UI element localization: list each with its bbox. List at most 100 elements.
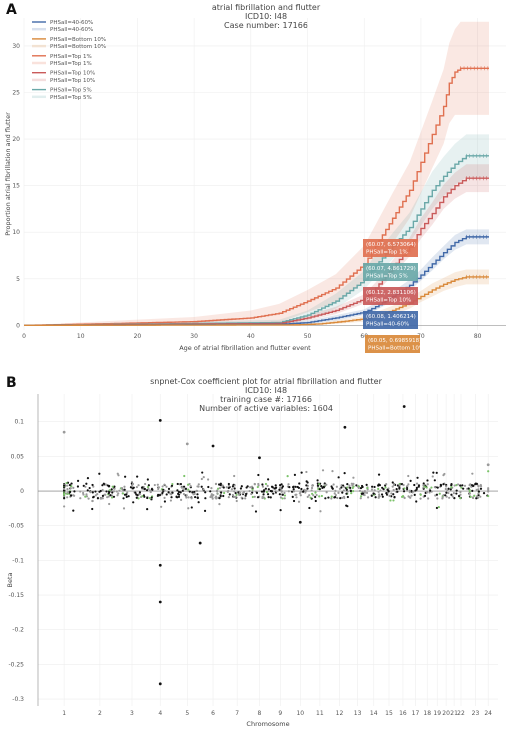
snp-point [324,497,327,500]
snp-point [415,486,419,489]
snp-point [222,486,225,489]
callout-series: PHSall=Top 5% [366,274,408,280]
snp-point [122,507,126,510]
snp-point [296,485,299,489]
snp-point [292,490,295,493]
snp-point [217,487,220,490]
y-tick-label: 25 [12,90,20,97]
snp-point [197,501,200,504]
snp-point [233,484,236,487]
snp-point-notable [62,430,66,434]
snp-point [377,483,381,486]
snp-point [479,495,482,498]
snp-point [385,483,388,486]
snp-point [487,494,490,498]
snp-point [148,489,152,492]
y-tick-label: -0.15 [8,592,24,599]
snp-point [142,494,146,497]
snp-point [442,494,445,497]
snp-point [318,495,321,498]
snp-point [137,497,140,500]
snp-point [422,484,425,487]
x-tick-label: 19 [433,710,441,717]
snp-point [453,484,456,487]
snp-point [85,493,88,496]
snp-point [314,491,317,494]
snp-point [297,500,301,503]
snp-point [227,496,230,499]
chart-a-subtitle: ICD10: I48 [245,12,287,21]
snp-point [158,493,162,497]
snp-point [361,492,365,495]
snp-point [350,482,353,485]
snp-point [406,489,409,492]
snp-point [380,493,384,496]
x-tick-label: 11 [316,710,324,717]
snp-point [392,488,395,492]
snp-point [227,489,230,493]
snp-point [218,487,221,490]
x-tick-label: 4 [158,710,162,717]
snp-point [274,486,278,489]
snp-point [123,488,126,491]
snp-point [392,483,396,486]
x-tick-label: 10 [77,333,85,340]
snp-point [342,489,345,492]
snp-point [204,491,207,494]
snp-point [141,495,144,498]
snp-point [306,487,309,490]
snp-point [453,497,456,500]
snp-point [320,484,323,488]
snp-point [373,489,376,492]
snp-point [334,489,337,492]
snp-point [377,490,380,493]
snp-point [435,506,439,510]
snp-point [346,486,349,489]
snp-point [167,487,171,490]
snp-point [244,494,247,497]
snp-point [419,493,422,496]
snp-point [361,490,364,493]
snp-point [471,489,474,492]
snp-point [104,483,108,486]
snp-point [363,489,367,493]
panel-letter-a: A [6,2,17,18]
snp-point [193,490,196,494]
snp-point [331,487,334,490]
snp-point [398,486,401,489]
snp-point [101,494,105,497]
snp-point [86,476,90,480]
snp-point [349,489,353,493]
snp-point [305,484,308,487]
snp-point [219,494,222,497]
snp-point [135,496,138,499]
snp-point [218,503,221,506]
snp-point [337,476,340,479]
snp-point [214,495,218,498]
snp-point [177,495,181,498]
snp-point [352,490,355,493]
snp-point [182,485,186,488]
snp-point [203,509,207,512]
snp-point [157,486,161,489]
snp-point [91,499,94,503]
snp-point [306,495,309,498]
snp-point [384,486,387,489]
snp-point [299,490,303,493]
snp-point [335,485,338,488]
snp-point [459,490,462,494]
snp-point [391,485,394,488]
snp-point [311,484,314,487]
snp-point [444,487,447,491]
snp-point [111,485,114,488]
snp-point [113,487,116,490]
snp-point [435,471,438,474]
snp-point [167,491,170,494]
snp-point [482,492,486,495]
snp-point [367,496,370,499]
snp-point [96,493,99,496]
snp-point [194,495,197,499]
y-tick-label: 30 [12,43,20,50]
snp-point [146,496,149,500]
snp-point [467,487,470,490]
